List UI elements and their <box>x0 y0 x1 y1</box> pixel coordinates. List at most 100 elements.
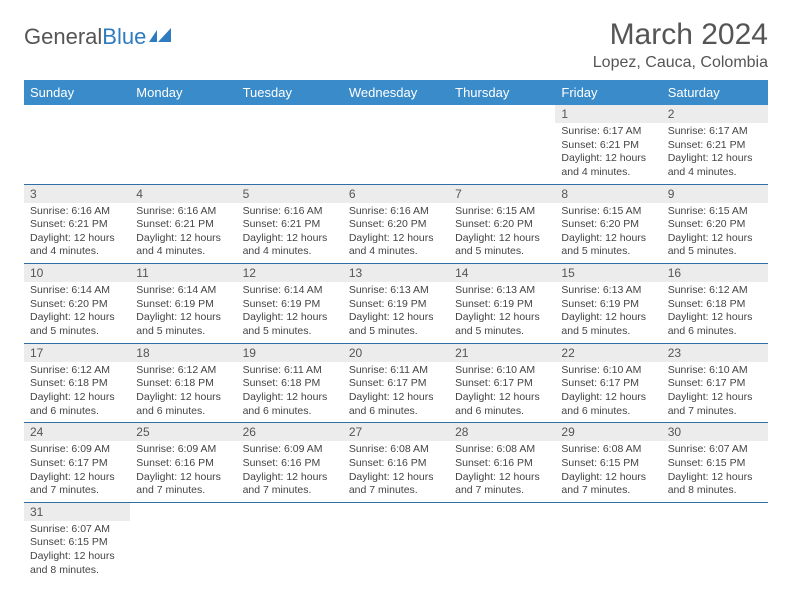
day-details: Sunrise: 6:09 AMSunset: 6:16 PMDaylight:… <box>237 441 343 502</box>
sunrise-text: Sunrise: 6:16 AM <box>243 205 337 219</box>
sunset-text: Sunset: 6:17 PM <box>561 377 655 391</box>
day-cell: 4Sunrise: 6:16 AMSunset: 6:21 PMDaylight… <box>130 184 236 264</box>
calendar-body: 1Sunrise: 6:17 AMSunset: 6:21 PMDaylight… <box>24 105 768 581</box>
daylight-text: Daylight: 12 hours <box>561 152 655 166</box>
daylight-text: Daylight: 12 hours <box>349 391 443 405</box>
daylight-text: and 5 minutes. <box>30 325 124 339</box>
logo-text-2: Blue <box>102 24 146 50</box>
calendar-row: 24Sunrise: 6:09 AMSunset: 6:17 PMDayligh… <box>24 423 768 503</box>
sunset-text: Sunset: 6:18 PM <box>30 377 124 391</box>
day-details: Sunrise: 6:07 AMSunset: 6:15 PMDaylight:… <box>662 441 768 502</box>
sunrise-text: Sunrise: 6:15 AM <box>455 205 549 219</box>
sunset-text: Sunset: 6:17 PM <box>349 377 443 391</box>
sunset-text: Sunset: 6:21 PM <box>561 139 655 153</box>
daylight-text: Daylight: 12 hours <box>30 311 124 325</box>
day-details: Sunrise: 6:09 AMSunset: 6:16 PMDaylight:… <box>130 441 236 502</box>
empty-cell <box>343 105 449 184</box>
day-details: Sunrise: 6:15 AMSunset: 6:20 PMDaylight:… <box>555 203 661 264</box>
daylight-text: Daylight: 12 hours <box>561 471 655 485</box>
day-details: Sunrise: 6:14 AMSunset: 6:20 PMDaylight:… <box>24 282 130 343</box>
sunset-text: Sunset: 6:19 PM <box>349 298 443 312</box>
sunrise-text: Sunrise: 6:13 AM <box>349 284 443 298</box>
sunset-text: Sunset: 6:21 PM <box>243 218 337 232</box>
day-cell: 7Sunrise: 6:15 AMSunset: 6:20 PMDaylight… <box>449 184 555 264</box>
sunrise-text: Sunrise: 6:10 AM <box>561 364 655 378</box>
daylight-text: Daylight: 12 hours <box>136 471 230 485</box>
sunrise-text: Sunrise: 6:10 AM <box>455 364 549 378</box>
day-details: Sunrise: 6:12 AMSunset: 6:18 PMDaylight:… <box>130 362 236 423</box>
daylight-text: Daylight: 12 hours <box>561 391 655 405</box>
day-cell: 17Sunrise: 6:12 AMSunset: 6:18 PMDayligh… <box>24 343 130 423</box>
day-cell: 5Sunrise: 6:16 AMSunset: 6:21 PMDaylight… <box>237 184 343 264</box>
empty-cell <box>24 105 130 184</box>
day-number: 24 <box>24 423 130 441</box>
sunrise-text: Sunrise: 6:12 AM <box>30 364 124 378</box>
sunset-text: Sunset: 6:18 PM <box>243 377 337 391</box>
daylight-text: and 6 minutes. <box>243 405 337 419</box>
day-number: 7 <box>449 185 555 203</box>
daylight-text: and 4 minutes. <box>349 245 443 259</box>
day-details: Sunrise: 6:07 AMSunset: 6:15 PMDaylight:… <box>24 521 130 582</box>
daylight-text: Daylight: 12 hours <box>668 311 762 325</box>
daylight-text: and 4 minutes. <box>30 245 124 259</box>
day-number: 13 <box>343 264 449 282</box>
page-title: March 2024 <box>593 18 768 52</box>
title-block: March 2024 Lopez, Cauca, Colombia <box>593 18 768 72</box>
sunset-text: Sunset: 6:20 PM <box>30 298 124 312</box>
empty-cell <box>237 105 343 184</box>
sunset-text: Sunset: 6:20 PM <box>668 218 762 232</box>
day-number: 3 <box>24 185 130 203</box>
sunset-text: Sunset: 6:21 PM <box>136 218 230 232</box>
calendar-row: 3Sunrise: 6:16 AMSunset: 6:21 PMDaylight… <box>24 184 768 264</box>
day-cell: 16Sunrise: 6:12 AMSunset: 6:18 PMDayligh… <box>662 264 768 344</box>
day-details: Sunrise: 6:09 AMSunset: 6:17 PMDaylight:… <box>24 441 130 502</box>
daylight-text: and 5 minutes. <box>561 245 655 259</box>
empty-cell <box>449 502 555 581</box>
day-number: 8 <box>555 185 661 203</box>
daylight-text: and 7 minutes. <box>243 484 337 498</box>
sunrise-text: Sunrise: 6:14 AM <box>30 284 124 298</box>
logo: GeneralBlue <box>24 24 175 50</box>
daylight-text: Daylight: 12 hours <box>561 232 655 246</box>
daylight-text: and 6 minutes. <box>136 405 230 419</box>
day-details: Sunrise: 6:14 AMSunset: 6:19 PMDaylight:… <box>130 282 236 343</box>
day-cell: 31Sunrise: 6:07 AMSunset: 6:15 PMDayligh… <box>24 502 130 581</box>
sunset-text: Sunset: 6:16 PM <box>136 457 230 471</box>
daylight-text: Daylight: 12 hours <box>561 311 655 325</box>
daylight-text: and 4 minutes. <box>668 166 762 180</box>
daylight-text: Daylight: 12 hours <box>136 232 230 246</box>
day-cell: 9Sunrise: 6:15 AMSunset: 6:20 PMDaylight… <box>662 184 768 264</box>
sunset-text: Sunset: 6:15 PM <box>30 536 124 550</box>
day-cell: 26Sunrise: 6:09 AMSunset: 6:16 PMDayligh… <box>237 423 343 503</box>
sunset-text: Sunset: 6:16 PM <box>349 457 443 471</box>
day-number: 29 <box>555 423 661 441</box>
day-details: Sunrise: 6:16 AMSunset: 6:21 PMDaylight:… <box>130 203 236 264</box>
daylight-text: and 7 minutes. <box>561 484 655 498</box>
daylight-text: and 7 minutes. <box>668 405 762 419</box>
sunset-text: Sunset: 6:19 PM <box>243 298 337 312</box>
sunrise-text: Sunrise: 6:15 AM <box>668 205 762 219</box>
sunset-text: Sunset: 6:17 PM <box>668 377 762 391</box>
sunset-text: Sunset: 6:15 PM <box>668 457 762 471</box>
day-details: Sunrise: 6:16 AMSunset: 6:21 PMDaylight:… <box>24 203 130 264</box>
day-details: Sunrise: 6:13 AMSunset: 6:19 PMDaylight:… <box>449 282 555 343</box>
day-number: 31 <box>24 503 130 521</box>
calendar-row: 17Sunrise: 6:12 AMSunset: 6:18 PMDayligh… <box>24 343 768 423</box>
day-cell: 10Sunrise: 6:14 AMSunset: 6:20 PMDayligh… <box>24 264 130 344</box>
sunrise-text: Sunrise: 6:17 AM <box>561 125 655 139</box>
sunrise-text: Sunrise: 6:11 AM <box>349 364 443 378</box>
sunset-text: Sunset: 6:16 PM <box>455 457 549 471</box>
day-number: 10 <box>24 264 130 282</box>
day-number: 12 <box>237 264 343 282</box>
daylight-text: and 7 minutes. <box>349 484 443 498</box>
day-number: 15 <box>555 264 661 282</box>
day-details: Sunrise: 6:13 AMSunset: 6:19 PMDaylight:… <box>343 282 449 343</box>
sunrise-text: Sunrise: 6:09 AM <box>30 443 124 457</box>
day-details: Sunrise: 6:11 AMSunset: 6:18 PMDaylight:… <box>237 362 343 423</box>
weekday-header: Sunday <box>24 80 130 105</box>
daylight-text: and 5 minutes. <box>243 325 337 339</box>
daylight-text: Daylight: 12 hours <box>30 471 124 485</box>
daylight-text: Daylight: 12 hours <box>30 391 124 405</box>
sunset-text: Sunset: 6:19 PM <box>455 298 549 312</box>
sunrise-text: Sunrise: 6:09 AM <box>136 443 230 457</box>
